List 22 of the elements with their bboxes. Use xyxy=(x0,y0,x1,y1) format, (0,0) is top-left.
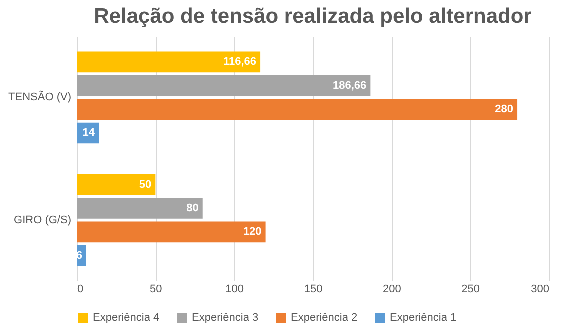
data-label: 14 xyxy=(82,127,96,140)
data-label: 120 xyxy=(243,226,262,238)
y-tick-label: GIRO (G/S) xyxy=(14,214,72,226)
data-label: 280 xyxy=(495,104,514,116)
x-tick-label: 250 xyxy=(462,284,480,296)
legend-label: Experiência 1 xyxy=(390,312,457,324)
x-tick-label: 0 xyxy=(78,284,84,296)
legend-label: Experiência 3 xyxy=(192,312,259,324)
data-label: 6 xyxy=(76,250,82,262)
x-tick-label: 50 xyxy=(150,284,162,296)
data-label: 50 xyxy=(139,178,152,191)
legend-label: Experiência 2 xyxy=(291,312,358,324)
data-label: 186,66 xyxy=(333,80,367,92)
y-tick-label: TENSÃO (V) xyxy=(8,90,72,104)
legend-label: Experiência 4 xyxy=(93,312,160,324)
chart-title: Relação de tensão realizada pelo alternador xyxy=(94,5,532,28)
x-tick-label: 200 xyxy=(382,284,402,296)
x-tick-label: 150 xyxy=(304,284,323,296)
data-label: 80 xyxy=(186,202,199,214)
x-tick-label: 300 xyxy=(531,284,550,296)
x-tick-label: 100 xyxy=(226,284,244,296)
data-label: 116,66 xyxy=(224,56,257,68)
